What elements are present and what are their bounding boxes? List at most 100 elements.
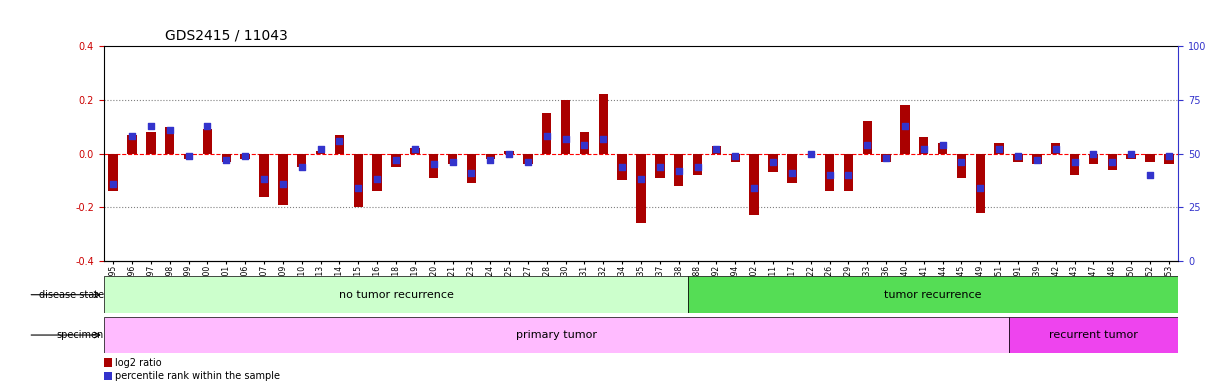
Bar xyxy=(919,137,928,154)
Point xyxy=(142,122,161,129)
Text: disease state: disease state xyxy=(39,290,104,300)
Point xyxy=(877,155,896,161)
Bar xyxy=(768,154,778,172)
Bar xyxy=(259,154,269,197)
Point xyxy=(1103,159,1122,165)
Bar xyxy=(372,154,382,191)
Point xyxy=(725,153,745,159)
Bar xyxy=(504,151,514,154)
Point xyxy=(1009,153,1028,159)
Point xyxy=(707,146,726,152)
Point xyxy=(857,142,877,148)
Point xyxy=(915,146,934,152)
Bar xyxy=(466,154,476,183)
Bar xyxy=(825,154,834,191)
Bar xyxy=(542,113,552,154)
Bar xyxy=(165,127,175,154)
Bar xyxy=(900,105,910,154)
Bar xyxy=(1145,154,1155,162)
Point xyxy=(745,185,764,191)
Point xyxy=(160,127,179,133)
Bar xyxy=(429,154,438,178)
Bar xyxy=(656,154,664,178)
Bar xyxy=(109,154,118,191)
Bar xyxy=(674,154,684,186)
Point xyxy=(1065,159,1084,165)
Text: GDS2415 / 11043: GDS2415 / 11043 xyxy=(165,28,288,42)
Point xyxy=(537,133,557,139)
Point xyxy=(951,159,971,165)
Bar xyxy=(692,154,702,175)
Point xyxy=(819,172,839,178)
Bar xyxy=(560,100,570,154)
Point xyxy=(499,151,519,157)
Point xyxy=(462,170,481,176)
Point xyxy=(1140,172,1160,178)
Point xyxy=(1121,151,1140,157)
Point xyxy=(971,185,990,191)
Point xyxy=(556,136,575,142)
Bar xyxy=(689,276,1178,313)
Point xyxy=(1027,157,1046,163)
Point xyxy=(763,159,783,165)
Bar xyxy=(524,154,532,164)
Point xyxy=(254,176,274,182)
Bar xyxy=(203,129,212,154)
Text: primary tumor: primary tumor xyxy=(515,330,597,340)
Text: specimen: specimen xyxy=(56,330,104,340)
Text: log2 ratio: log2 ratio xyxy=(115,358,161,368)
Bar xyxy=(221,154,231,162)
Text: percentile rank within the sample: percentile rank within the sample xyxy=(115,371,280,381)
Bar xyxy=(297,154,306,167)
Bar xyxy=(1032,154,1042,164)
Point xyxy=(405,146,425,152)
Bar xyxy=(127,135,137,154)
Text: recurrent tumor: recurrent tumor xyxy=(1049,330,1138,340)
Point xyxy=(236,153,255,159)
Point xyxy=(575,142,595,148)
Bar xyxy=(994,143,1004,154)
Point xyxy=(292,164,311,170)
Bar xyxy=(1127,154,1136,159)
Point xyxy=(274,180,293,187)
Bar xyxy=(1013,154,1023,162)
Point xyxy=(216,157,236,163)
Point xyxy=(1159,153,1178,159)
Bar xyxy=(316,151,325,154)
Bar xyxy=(104,317,1009,353)
Bar xyxy=(1164,154,1173,164)
Bar xyxy=(618,154,626,180)
Point xyxy=(518,159,537,165)
Bar xyxy=(1070,154,1079,175)
Point xyxy=(801,151,821,157)
Point xyxy=(348,185,368,191)
Point xyxy=(895,122,915,129)
Point xyxy=(386,157,405,163)
Bar xyxy=(486,154,495,159)
Point xyxy=(1084,151,1104,157)
Point xyxy=(631,176,651,182)
Bar xyxy=(598,94,608,154)
Bar xyxy=(862,121,872,154)
Bar xyxy=(1051,143,1061,154)
Bar xyxy=(391,154,400,167)
Point xyxy=(330,137,349,144)
Point xyxy=(650,164,669,170)
Point xyxy=(613,164,632,170)
Bar xyxy=(147,132,155,154)
Bar xyxy=(1009,317,1178,353)
Bar xyxy=(184,154,193,159)
Point xyxy=(783,170,802,176)
Point xyxy=(311,146,331,152)
Bar xyxy=(938,143,947,154)
Point xyxy=(368,176,387,182)
Point xyxy=(669,168,689,174)
Point xyxy=(104,180,123,187)
Bar xyxy=(882,154,891,162)
Bar xyxy=(788,154,796,183)
Bar xyxy=(750,154,758,215)
Point xyxy=(989,146,1009,152)
Bar xyxy=(957,154,966,178)
Bar xyxy=(241,154,250,159)
Point xyxy=(443,159,463,165)
